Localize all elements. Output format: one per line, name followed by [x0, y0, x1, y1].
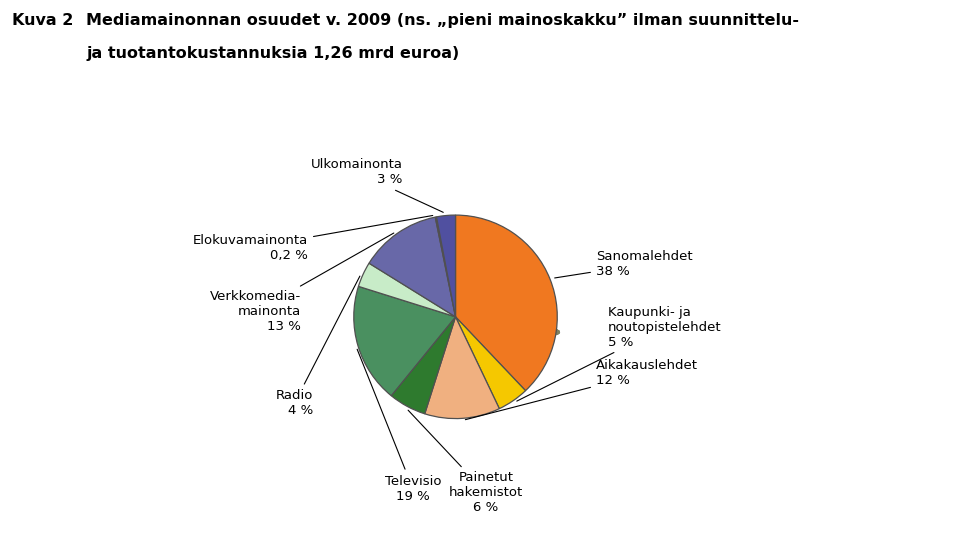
Ellipse shape [356, 323, 559, 341]
Ellipse shape [356, 323, 559, 341]
Ellipse shape [356, 323, 559, 341]
Text: Elokuvamainonta
0,2 %: Elokuvamainonta 0,2 % [193, 215, 433, 262]
Text: Sanomalehdet
38 %: Sanomalehdet 38 % [554, 250, 692, 278]
Text: Radio
4 %: Radio 4 % [275, 276, 360, 417]
Ellipse shape [356, 323, 559, 341]
Ellipse shape [356, 323, 559, 341]
Text: Painetut
hakemistot
6 %: Painetut hakemistot 6 % [409, 410, 524, 514]
Ellipse shape [356, 323, 559, 341]
Wedge shape [456, 215, 557, 391]
Ellipse shape [356, 323, 559, 341]
Wedge shape [456, 317, 526, 409]
Text: Aikakauslehdet
12 %: Aikakauslehdet 12 % [465, 359, 698, 420]
Wedge shape [436, 215, 456, 317]
Ellipse shape [356, 323, 559, 341]
Wedge shape [425, 317, 500, 418]
Text: Kuva 2: Kuva 2 [12, 13, 73, 28]
Ellipse shape [356, 323, 559, 341]
Text: Verkkomedia-
mainonta
13 %: Verkkomedia- mainonta 13 % [210, 233, 394, 333]
Wedge shape [369, 217, 456, 317]
Ellipse shape [356, 323, 559, 341]
Text: Mediamainonnan osuudet v. 2009 (ns. „pieni mainoskakku” ilman suunnittelu-: Mediamainonnan osuudet v. 2009 (ns. „pie… [86, 13, 799, 28]
Wedge shape [435, 217, 456, 317]
Wedge shape [391, 317, 456, 414]
Text: Kaupunki- ja
noutopistelehdet
5 %: Kaupunki- ja noutopistelehdet 5 % [517, 306, 722, 401]
Text: Televisio
19 %: Televisio 19 % [357, 349, 441, 503]
Ellipse shape [356, 323, 559, 341]
Wedge shape [359, 263, 456, 317]
Wedge shape [354, 286, 456, 396]
Text: Ulkomainonta
3 %: Ulkomainonta 3 % [311, 158, 443, 212]
Ellipse shape [356, 323, 559, 341]
Text: ja tuotantokustannuksia 1,26 mrd euroa): ja tuotantokustannuksia 1,26 mrd euroa) [86, 46, 459, 61]
